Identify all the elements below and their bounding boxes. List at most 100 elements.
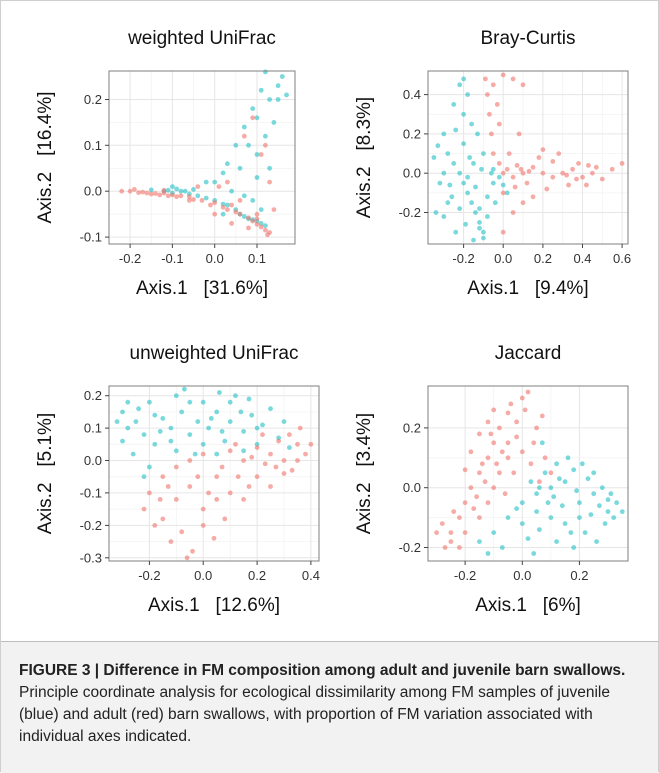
data-point [199,198,205,203]
data-point [565,455,571,461]
data-point [219,429,225,434]
data-point [152,441,158,447]
panel-title: unweighted UniFrac [130,343,299,364]
data-point [192,451,198,457]
data-point [591,470,597,476]
data-point [229,188,235,194]
data-point [254,441,260,447]
data-point [531,440,537,446]
data-point [467,155,472,160]
data-point [473,210,478,215]
data-point [241,193,247,199]
panel-4: -0.2 0.0 0.2 -0.2 0.0 0.2 Jaccard Axis.1 [6%] Ax… [354,343,629,616]
data-point [152,523,158,528]
data-point [170,192,175,198]
data-point [550,159,556,164]
data-point [227,419,233,424]
data-point [537,479,542,485]
data-point [200,506,206,512]
data-point [227,490,233,496]
x-tick-label: -0.2 [119,251,141,266]
data-point [190,548,195,554]
data-point [534,509,539,514]
data-point [220,204,226,210]
data-point [212,200,218,206]
data-point [260,422,265,428]
data-point [200,441,206,447]
data-point [499,545,505,550]
data-point [512,184,518,190]
data-point [442,545,448,550]
data-point [491,485,497,491]
y-tick-label: 0.2 [84,92,102,107]
data-point [258,207,264,213]
data-point [263,69,268,75]
data-point [468,485,474,491]
caption-box: FIGURE 3 | Difference in FM composition … [1,641,658,773]
data-point [591,491,597,497]
x-tick-label: 0.6 [613,251,631,266]
series-2 [483,72,625,235]
data-point [254,425,260,431]
x-axis-title: Axis.1 [9.4%] [467,278,588,299]
panel-border [108,70,296,245]
pcoa-figure: -0.2 -0.1 0.0 0.1 -0.1 0.0 0.1 0.2 weighted UniF… [35,28,631,616]
data-point [447,182,453,188]
data-point [431,155,437,160]
data-point [568,530,574,535]
data-point [448,530,454,535]
data-point [611,515,617,520]
data-point [267,97,272,102]
data-point [534,491,539,497]
data-point [519,449,525,455]
data-point [267,179,272,185]
data-point [233,393,238,399]
data-point [279,74,285,79]
data-point [491,407,497,413]
data-point [485,194,490,200]
data-point [544,186,550,192]
data-point [295,458,300,463]
data-point [211,535,217,541]
data-point [542,470,548,476]
data-point [237,165,243,171]
x-tick-label: 0.0 [513,568,531,583]
data-point [462,467,468,473]
data-point [173,448,179,454]
data-point [271,120,277,125]
data-point [249,454,255,460]
data-point [178,188,184,194]
data-point [496,161,502,166]
data-point [562,479,568,485]
x-tick-label: 0.4 [302,568,320,583]
data-point [125,425,131,431]
data-point [268,406,273,412]
data-point [241,497,247,502]
data-point [225,161,230,167]
data-point [471,237,476,243]
data-point [141,432,147,437]
y-tick-label: -0.2 [399,540,421,555]
data-point [500,182,506,188]
data-point [254,175,260,180]
data-point [178,193,184,199]
data-point [530,194,536,200]
data-point [287,445,292,450]
data-point [477,431,482,437]
data-point [548,485,554,491]
data-point [445,200,451,206]
data-point [254,216,260,222]
data-point [508,401,514,407]
data-point [144,190,150,196]
data-point [481,151,486,157]
data-point [267,165,272,171]
data-point [303,451,308,457]
data-point [471,506,477,511]
data-point [571,467,577,473]
data-point [173,393,179,399]
data-point [500,190,506,196]
data-point [273,464,279,470]
data-point [241,448,247,454]
data-point [471,161,476,166]
data-point [281,458,287,463]
